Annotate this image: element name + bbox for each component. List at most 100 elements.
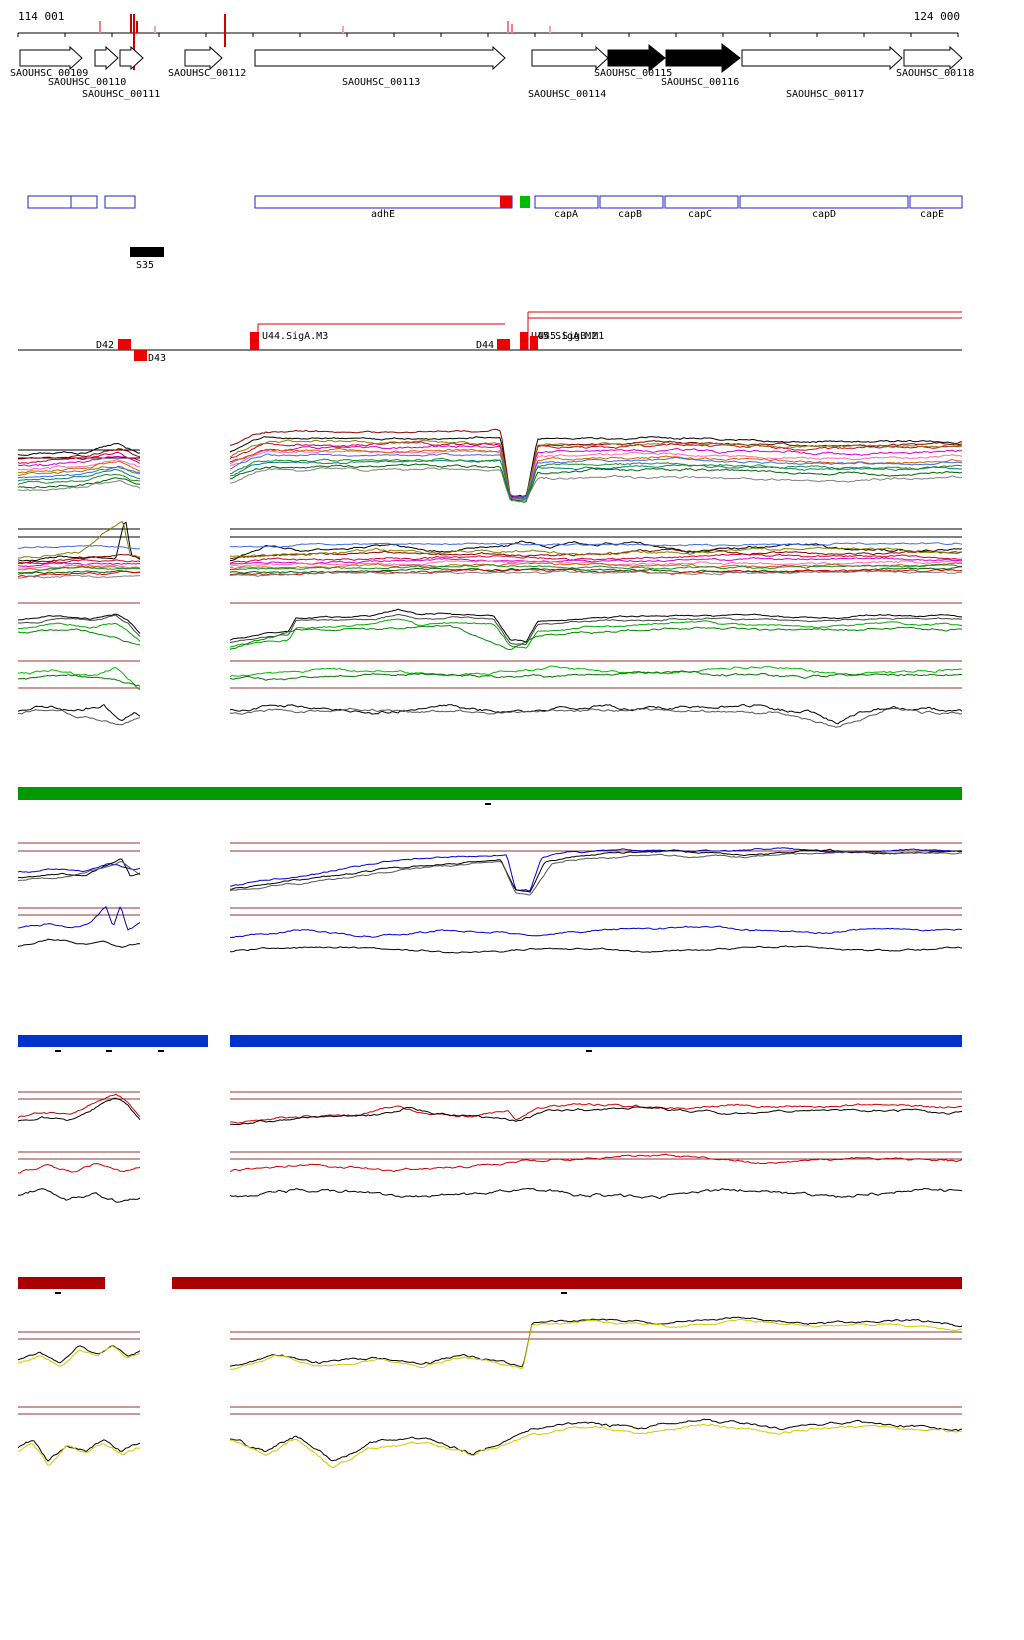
feature-box[interactable]	[27, 195, 72, 209]
signal-series-tiling-signal-all-conditions	[17, 466, 140, 476]
signal-series-tiling-signal-reverse-all	[17, 564, 141, 570]
gene-label-SAOUHSC_00115: SAOUHSC_00115	[594, 68, 672, 79]
feature-box-adhE[interactable]	[254, 195, 513, 209]
signal-series-tiling-signal-reverse-all	[229, 556, 962, 565]
ruler-variant-mark	[507, 21, 509, 33]
ruler-variant-mark	[224, 14, 226, 33]
signal-series-tiling-signal-all-conditions	[229, 457, 963, 501]
gene-label-SAOUHSC_00113: SAOUHSC_00113	[342, 77, 420, 88]
signal-series-signal-black-green	[229, 613, 963, 646]
signal-series-tiling-signal-reverse-all	[229, 570, 963, 578]
signal-series-signal-black-green	[229, 618, 963, 649]
signal-series-tiling-signal-all-conditions	[229, 436, 963, 498]
gene-arrow-SAOUHSC_00111[interactable]	[119, 45, 144, 71]
signal-series-tiling-signal-reverse-all	[17, 544, 141, 550]
feature-red-marker[interactable]	[500, 196, 512, 208]
signal-series-tiling-signal-all-conditions	[17, 465, 141, 479]
gene-label-SAOUHSC_00112: SAOUHSC_00112	[168, 68, 246, 79]
feature-box-capB[interactable]	[599, 195, 664, 209]
signal-series-blue-section-track-2	[17, 938, 141, 948]
gene-arrow-SAOUHSC_00114[interactable]	[531, 45, 609, 71]
signal-series-tiling-signal-all-conditions	[229, 452, 963, 500]
signal-series-blue-section-track-1	[229, 848, 963, 893]
signal-series-tiling-signal-all-conditions	[17, 469, 141, 482]
signal-series-tiling-signal-all-conditions	[17, 442, 141, 456]
ruler-variant-mark	[154, 26, 156, 33]
feature-box-capE[interactable]	[909, 195, 963, 209]
signal-series-tiling-signal-all-conditions	[17, 451, 141, 464]
ruler-variant-mark	[511, 24, 513, 33]
separator-bar	[18, 787, 962, 800]
gene-arrow-SAOUHSC_00117[interactable]	[741, 45, 903, 71]
signal-series-red-section-track-2	[229, 1187, 963, 1200]
signal-series-red-section-track-2	[229, 1153, 963, 1173]
feature-box[interactable]	[104, 195, 136, 209]
feature-label-capD: capD	[812, 209, 836, 220]
ruler-end-label: 124 000	[913, 10, 960, 23]
signal-series-tiling-signal-all-conditions	[229, 439, 963, 499]
site-label-U45.SigA.M2: U45.SigA.M2	[531, 331, 597, 342]
signal-series-tiling-signal-reverse-all	[17, 574, 141, 579]
signal-series-yellow-section-track-2	[229, 1423, 963, 1468]
signal-series-tiling-signal-all-conditions	[229, 467, 963, 503]
signal-series-tiling-signal-all-conditions	[17, 459, 141, 471]
signal-series-yellow-section-track-1	[229, 1318, 963, 1371]
signal-series-signal-green	[17, 674, 141, 687]
signal-series-tiling-signal-reverse-all	[17, 562, 141, 568]
signal-series-tiling-signal-reverse-all	[17, 521, 141, 562]
signal-series-blue-section-track-1	[17, 861, 141, 882]
feature-label-capA: capA	[554, 209, 578, 220]
signal-series-yellow-section-track-1	[17, 1345, 141, 1364]
site-label-D44: D44	[476, 340, 494, 351]
feature-box[interactable]	[70, 195, 98, 209]
signal-series-blue-section-track-2	[17, 905, 141, 931]
tick-dash	[55, 1050, 61, 1052]
feature-box-S35[interactable]	[130, 247, 164, 257]
gene-arrow-SAOUHSC_00112[interactable]	[184, 45, 223, 71]
signal-series-tiling-signal-all-conditions	[17, 477, 141, 489]
signal-series-tiling-signal-all-conditions	[17, 473, 141, 486]
signal-series-signal-green	[17, 667, 141, 691]
gene-arrow-SAOUHSC_00118[interactable]	[903, 45, 963, 71]
signal-series-tiling-signal-reverse-all	[17, 566, 141, 574]
tick-dash	[586, 1050, 592, 1052]
signal-series-tiling-signal-reverse-all	[229, 553, 963, 564]
signal-series-blue-section-track-1	[17, 863, 141, 873]
signal-series-signal-black	[17, 703, 141, 722]
signal-series-tiling-signal-all-conditions	[17, 448, 141, 460]
feature-label-adhE: adhE	[371, 209, 395, 220]
gene-arrow-SAOUHSC_00109[interactable]	[19, 45, 83, 71]
separator-bar	[18, 1035, 208, 1047]
signal-series-tiling-signal-all-conditions	[229, 449, 963, 501]
signal-series-tiling-signal-all-conditions	[229, 428, 963, 498]
gene-arrow-SAOUHSC_00116[interactable]	[665, 42, 741, 74]
signal-series-yellow-section-track-2	[17, 1439, 141, 1462]
feature-box-capC[interactable]	[664, 195, 739, 209]
gene-arrow-SAOUHSC_00115[interactable]	[607, 43, 666, 73]
site-D42[interactable]	[118, 339, 131, 350]
site-U44.SigA.M3[interactable]	[250, 332, 259, 350]
signal-series-blue-section-track-1	[229, 847, 963, 892]
site-label-D43: D43	[148, 353, 166, 364]
site-U45.SigA.M2[interactable]	[520, 332, 528, 350]
signal-series-blue-section-track-1	[229, 850, 963, 896]
ruler-variant-mark	[549, 26, 551, 33]
feature-box-capD[interactable]	[739, 195, 909, 209]
site-U45.SigB.M1[interactable]	[530, 336, 538, 350]
gene-arrow-SAOUHSC_00110[interactable]	[94, 45, 119, 71]
gene-arrow-SAOUHSC_00113[interactable]	[254, 45, 506, 71]
tick-dash	[106, 1050, 112, 1052]
feature-box-capA[interactable]	[534, 195, 599, 209]
tick-dash	[485, 803, 491, 805]
signal-series-red-section-track-1	[230, 1103, 963, 1124]
feature-green-marker[interactable]	[520, 196, 530, 208]
signal-series-yellow-section-track-1	[17, 1345, 141, 1367]
feature-label-capB: capB	[618, 209, 642, 220]
signal-series-tiling-signal-reverse-all	[229, 546, 963, 558]
ruler-variant-mark	[133, 14, 135, 33]
site-D43[interactable]	[134, 350, 147, 361]
gene-label-SAOUHSC_00110: SAOUHSC_00110	[48, 77, 126, 88]
site-D44[interactable]	[497, 339, 510, 350]
